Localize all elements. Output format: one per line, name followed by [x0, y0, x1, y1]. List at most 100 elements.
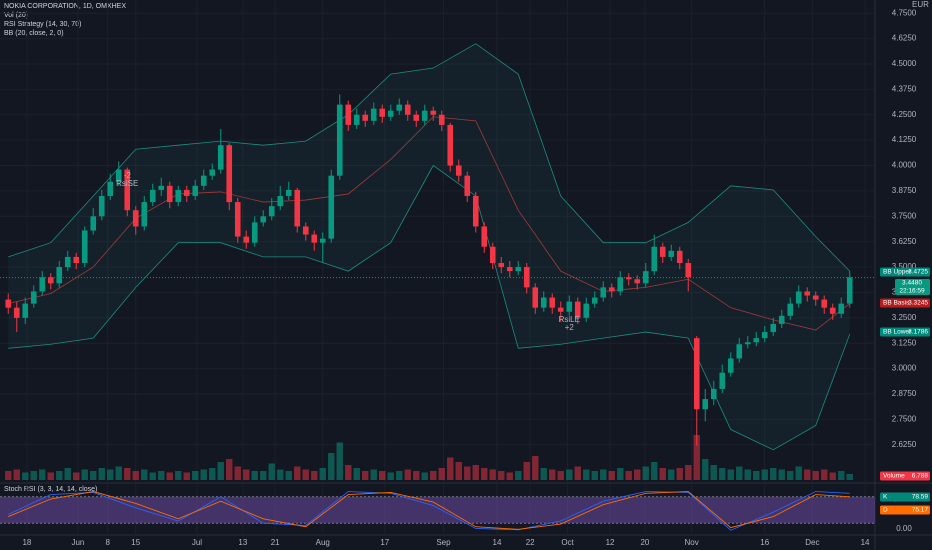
- candle-body: [532, 287, 539, 308]
- candle-body: [336, 104, 343, 176]
- x-tick-label: 14: [861, 538, 870, 547]
- volume-bar: [574, 466, 581, 480]
- badge: [880, 492, 930, 502]
- volume-bar: [362, 471, 369, 480]
- candle-body: [47, 277, 54, 284]
- badge-value: 75.17: [912, 507, 929, 514]
- y-tick-label: 4.2500: [892, 110, 917, 119]
- volume-bar: [464, 466, 471, 480]
- candle-body: [608, 287, 615, 292]
- volume-bar: [719, 468, 726, 480]
- volume-bar: [285, 471, 292, 480]
- volume-bar: [829, 472, 836, 480]
- x-tick-label: Oct: [561, 538, 574, 547]
- volume-bar: [217, 462, 224, 480]
- candle-body: [778, 315, 785, 324]
- stoch-k: [8, 491, 850, 531]
- volume-bar: [277, 469, 284, 480]
- badge-value: 3.3245: [908, 300, 928, 307]
- volume-bar: [727, 469, 734, 480]
- volume-bar: [761, 469, 768, 480]
- volume-bar: [294, 466, 301, 480]
- x-tick-label: 22: [526, 538, 535, 547]
- volume-bar: [566, 469, 573, 480]
- candle-body: [634, 279, 641, 284]
- volume-bar: [379, 471, 386, 480]
- y-tick-label: 3.6250: [892, 237, 917, 246]
- last-price-label: 3.4480: [902, 280, 922, 287]
- candle-body: [56, 267, 63, 284]
- candle-body: [107, 181, 114, 196]
- candle-body: [260, 216, 267, 223]
- candle-body: [753, 338, 760, 343]
- candle-body: [234, 202, 241, 237]
- volume-bar: [447, 457, 454, 480]
- volume-bar: [668, 469, 675, 480]
- indicator-label: RSI Strategy (14, 30, 70): [4, 21, 81, 28]
- candle-body: [319, 238, 326, 243]
- badge: [880, 327, 930, 337]
- candle-body: [192, 185, 199, 196]
- volume-bar: [251, 471, 258, 480]
- candle-body: [158, 185, 165, 190]
- volume-bar: [617, 468, 624, 480]
- stoch-axis-label: 0.00: [896, 524, 912, 533]
- candle-body: [396, 104, 403, 111]
- volume-bar: [47, 472, 54, 480]
- volume-bar: [209, 468, 216, 480]
- volume-bar: [659, 468, 666, 480]
- candle-body: [81, 230, 88, 264]
- volume-bar: [336, 442, 343, 480]
- volume-bar: [455, 462, 462, 480]
- candle-body: [812, 295, 819, 300]
- indicator-label: Vol (20): [4, 12, 28, 19]
- volume-bar: [22, 472, 29, 480]
- candle-body: [141, 202, 148, 227]
- candle-body: [251, 222, 258, 243]
- candle-body: [821, 299, 828, 308]
- volume-bar: [90, 471, 97, 480]
- candle-body: [175, 189, 182, 203]
- volume-bar: [676, 468, 683, 480]
- y-tick-label: 4.3750: [892, 84, 917, 93]
- candle-body: [464, 175, 471, 196]
- x-tick-label: Aug: [316, 538, 330, 547]
- volume-bar: [642, 466, 649, 480]
- candle-body: [209, 169, 216, 176]
- candle-body: [90, 216, 97, 231]
- candle-body: [625, 277, 632, 280]
- candle-body: [744, 342, 751, 345]
- candle-body: [13, 307, 20, 318]
- candle-body: [243, 236, 250, 243]
- badge-value: 6.788: [912, 473, 929, 480]
- candle-body: [685, 263, 692, 278]
- stoch-band: [0, 496, 875, 524]
- x-tick-label: 8: [105, 538, 110, 547]
- volume-bar: [370, 469, 377, 480]
- volume-bar: [107, 469, 114, 480]
- x-tick-label: 13: [238, 538, 247, 547]
- volume-bar: [651, 462, 658, 480]
- indicator-label: BB (20, close, 2, 0): [4, 30, 64, 37]
- y-tick-label: 4.0000: [892, 161, 917, 170]
- volume-bar: [702, 459, 709, 480]
- volume-bar: [73, 472, 80, 480]
- volume-bar: [710, 465, 717, 480]
- candle-body: [285, 189, 292, 196]
- candle-body: [506, 267, 513, 272]
- badge-name: BB Basis: [883, 300, 910, 307]
- candle-body: [787, 303, 794, 316]
- candle-body: [481, 226, 488, 247]
- badge: [880, 298, 930, 308]
- bb-lower: [8, 164, 851, 451]
- price-badge: [895, 279, 930, 295]
- volume-bar: [812, 471, 819, 480]
- volume-bar: [583, 469, 590, 480]
- x-tick-label: Dec: [805, 538, 819, 547]
- volume-bar: [319, 468, 326, 480]
- candle-body: [472, 195, 479, 227]
- candle-body: [64, 256, 71, 268]
- candle-body: [600, 287, 607, 298]
